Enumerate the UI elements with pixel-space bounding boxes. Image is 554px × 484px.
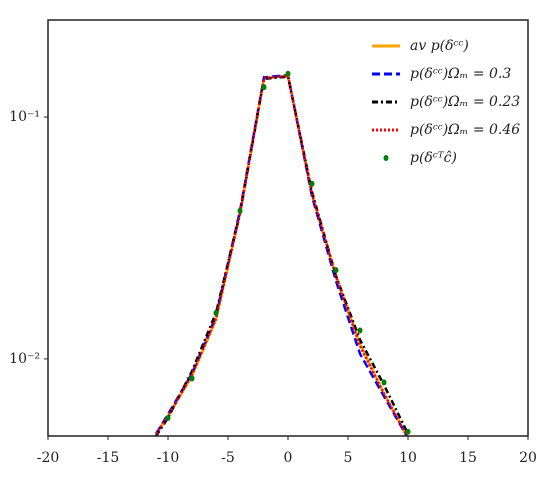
x-tick-label: 10 <box>399 450 417 466</box>
plot-area <box>154 70 411 436</box>
point <box>237 207 243 214</box>
legend-label: p(δᶜᶜ)Ωₘ = 0.3 <box>410 66 511 82</box>
line <box>154 73 409 436</box>
point <box>189 375 195 382</box>
point <box>285 70 291 77</box>
point <box>165 414 171 421</box>
point <box>357 327 363 334</box>
line <box>154 74 409 436</box>
point <box>261 84 267 91</box>
x-tick-label: -20 <box>37 450 60 466</box>
y-tick-label: 10⁻¹ <box>9 109 40 125</box>
point <box>381 379 387 386</box>
x-tick-label: -10 <box>157 450 180 466</box>
x-tick-label: 20 <box>519 450 537 466</box>
legend-label: p(δᶜᶜ)Ωₘ = 0.23 <box>410 94 520 110</box>
line <box>154 75 410 436</box>
y-tick-label: 10⁻² <box>9 351 40 367</box>
x-tick-label: 0 <box>284 450 293 466</box>
point <box>309 180 315 187</box>
x-tick-label: -5 <box>221 450 235 466</box>
x-tick-label: 5 <box>344 450 353 466</box>
point <box>405 428 411 435</box>
x-tick-label: 15 <box>459 450 477 466</box>
point <box>333 267 339 274</box>
x-tick-label: -15 <box>97 450 120 466</box>
point <box>213 309 219 316</box>
legend-label: p(δᶜᵀĉ) <box>410 150 457 166</box>
legend-label: p(δᶜᶜ)Ωₘ = 0.46 <box>410 122 520 138</box>
line <box>154 74 409 436</box>
legend-marker <box>383 155 389 161</box>
legend-label: av p(δᶜᶜ) <box>410 38 469 54</box>
